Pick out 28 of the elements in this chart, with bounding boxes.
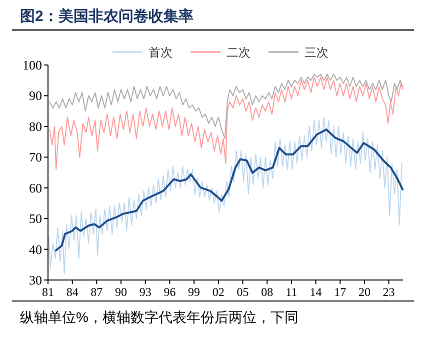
legend-label: 首次: [148, 46, 172, 60]
x-tick-label: 17: [334, 285, 346, 299]
y-tick-label: 70: [29, 150, 42, 165]
x-tick-label: 23: [382, 285, 395, 299]
x-tick-label: 90: [115, 285, 128, 299]
x-tick-label: 96: [164, 285, 176, 299]
y-tick-label: 50: [29, 211, 42, 226]
x-tick-label: 81: [42, 285, 54, 299]
x-tick-label: 20: [358, 285, 370, 299]
text: 纵轴单位%，横轴数字代表年份后两位，下同: [20, 309, 298, 325]
x-tick-label: 93: [139, 285, 152, 299]
legend-label: 三次: [304, 46, 328, 60]
x-tick-label: 08: [261, 285, 274, 299]
y-tick-label: 90: [29, 88, 42, 104]
y-tick-label: 60: [29, 180, 42, 196]
y-tick-label: 40: [29, 242, 42, 257]
y-tick-label: 80: [29, 118, 42, 134]
x-tick-label: 84: [66, 285, 78, 299]
chart-title: 图2：美国非农问卷收集率: [20, 7, 194, 25]
legend-label: 二次: [226, 46, 250, 60]
x-tick-label: 99: [188, 285, 200, 299]
y-tick-label: 100: [22, 58, 42, 72]
x-tick-label: 02: [212, 285, 224, 299]
x-tick-label: 87: [90, 285, 103, 299]
x-tick-label: 14: [310, 285, 322, 299]
x-tick-label: 11: [286, 285, 298, 299]
y-tick-label: 30: [29, 272, 42, 288]
x-tick-label: 05: [236, 285, 249, 299]
